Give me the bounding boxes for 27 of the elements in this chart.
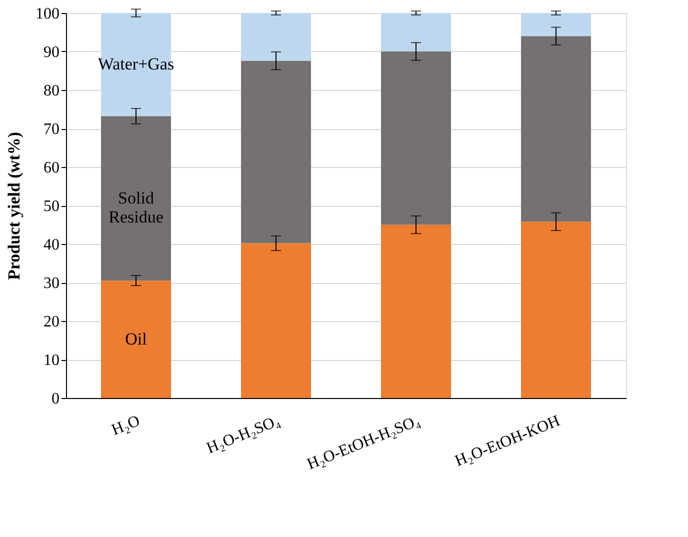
y-tick-label: 50 <box>44 198 60 215</box>
bar <box>381 13 451 52</box>
y-tick-label: 100 <box>36 6 60 22</box>
bar <box>521 13 591 36</box>
y-tick-label: 20 <box>44 314 60 330</box>
series-label: Solid Residue <box>108 188 164 226</box>
series-label: Oil <box>125 329 148 348</box>
y-tick-label: 80 <box>44 82 60 100</box>
bar <box>521 222 591 398</box>
x-tick-label: H₂O <box>109 412 142 440</box>
bar <box>241 60 311 244</box>
bar <box>101 280 171 398</box>
bar <box>521 36 591 222</box>
bar <box>101 116 171 281</box>
bar <box>241 13 311 61</box>
y-axis-title: Product yield (wt%) <box>4 132 24 280</box>
bar <box>381 224 451 398</box>
series-label: Water+Gas <box>98 54 174 74</box>
y-tick-label: 40 <box>44 236 60 254</box>
y-tick-label: 0 <box>52 390 60 408</box>
y-tick-label: 90 <box>44 44 60 61</box>
bar <box>381 52 451 225</box>
bar <box>241 243 311 398</box>
y-tick-label: 30 <box>44 275 60 292</box>
y-tick-label: 70 <box>44 121 60 138</box>
y-tick-label: 60 <box>44 160 60 176</box>
y-tick-label: 10 <box>44 352 60 369</box>
